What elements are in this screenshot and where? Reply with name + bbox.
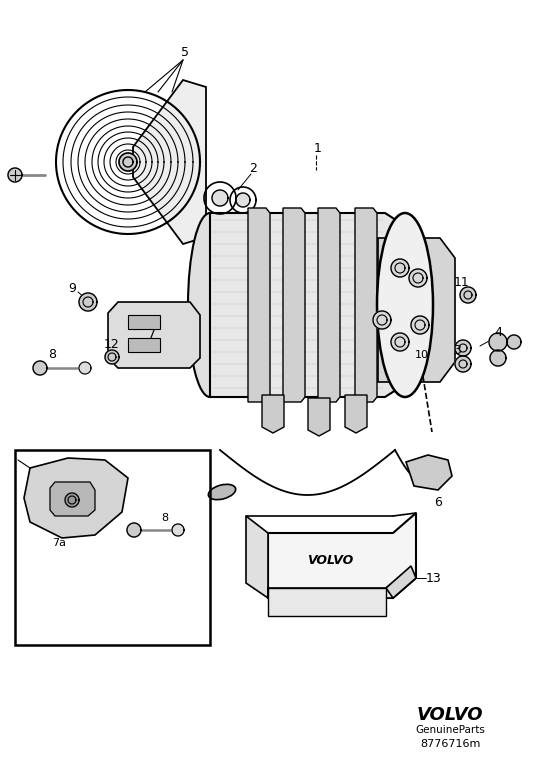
Text: 8: 8	[48, 349, 56, 361]
Polygon shape	[455, 356, 471, 372]
Text: 4: 4	[494, 325, 502, 339]
Polygon shape	[79, 362, 91, 374]
Text: VOLVO: VOLVO	[417, 706, 483, 724]
Text: 5: 5	[181, 45, 189, 59]
Polygon shape	[490, 350, 506, 366]
Polygon shape	[378, 238, 455, 382]
Polygon shape	[210, 213, 432, 397]
Polygon shape	[8, 168, 22, 182]
Text: 10: 10	[415, 350, 429, 360]
Text: 9: 9	[68, 282, 76, 295]
Polygon shape	[172, 524, 184, 536]
Polygon shape	[33, 361, 47, 375]
Text: 1: 1	[314, 142, 322, 155]
Bar	[15, 450, 210, 645]
Polygon shape	[409, 269, 427, 287]
Polygon shape	[411, 316, 429, 334]
Polygon shape	[283, 208, 305, 402]
Ellipse shape	[208, 484, 236, 500]
Polygon shape	[105, 350, 119, 364]
Polygon shape	[489, 333, 507, 351]
Text: 8: 8	[161, 513, 168, 523]
Polygon shape	[79, 293, 97, 311]
Polygon shape	[268, 568, 416, 598]
Bar	[128, 315, 160, 329]
Polygon shape	[236, 193, 250, 207]
Polygon shape	[373, 311, 391, 329]
Text: 6: 6	[434, 496, 442, 508]
Ellipse shape	[377, 213, 433, 397]
Text: 12: 12	[104, 338, 120, 350]
Polygon shape	[246, 516, 268, 598]
Polygon shape	[460, 287, 476, 303]
Text: 7a: 7a	[52, 538, 66, 548]
Polygon shape	[318, 208, 340, 402]
Polygon shape	[391, 259, 409, 277]
Polygon shape	[24, 458, 128, 538]
Polygon shape	[355, 208, 377, 402]
Polygon shape	[268, 588, 386, 616]
Polygon shape	[133, 80, 206, 244]
Polygon shape	[507, 335, 521, 349]
Text: 7: 7	[148, 328, 156, 342]
Polygon shape	[386, 566, 416, 598]
Polygon shape	[127, 523, 141, 537]
Polygon shape	[212, 190, 228, 206]
Text: 8776716m: 8776716m	[420, 739, 480, 749]
Text: 13: 13	[426, 572, 442, 584]
Polygon shape	[406, 455, 452, 490]
Text: GenuineParts: GenuineParts	[415, 725, 485, 735]
Ellipse shape	[188, 213, 232, 397]
Polygon shape	[65, 493, 79, 507]
Polygon shape	[268, 513, 416, 598]
Text: 11: 11	[454, 275, 470, 289]
Polygon shape	[108, 302, 200, 368]
Polygon shape	[119, 153, 137, 171]
Polygon shape	[248, 208, 270, 402]
Bar	[128, 338, 160, 352]
Polygon shape	[262, 395, 284, 433]
Polygon shape	[455, 340, 471, 356]
Text: VOLVO: VOLVO	[307, 554, 353, 566]
Polygon shape	[50, 482, 95, 516]
Polygon shape	[308, 398, 330, 436]
Text: 3: 3	[453, 343, 461, 357]
Text: 2: 2	[249, 162, 257, 174]
Polygon shape	[345, 395, 367, 433]
Polygon shape	[391, 333, 409, 351]
